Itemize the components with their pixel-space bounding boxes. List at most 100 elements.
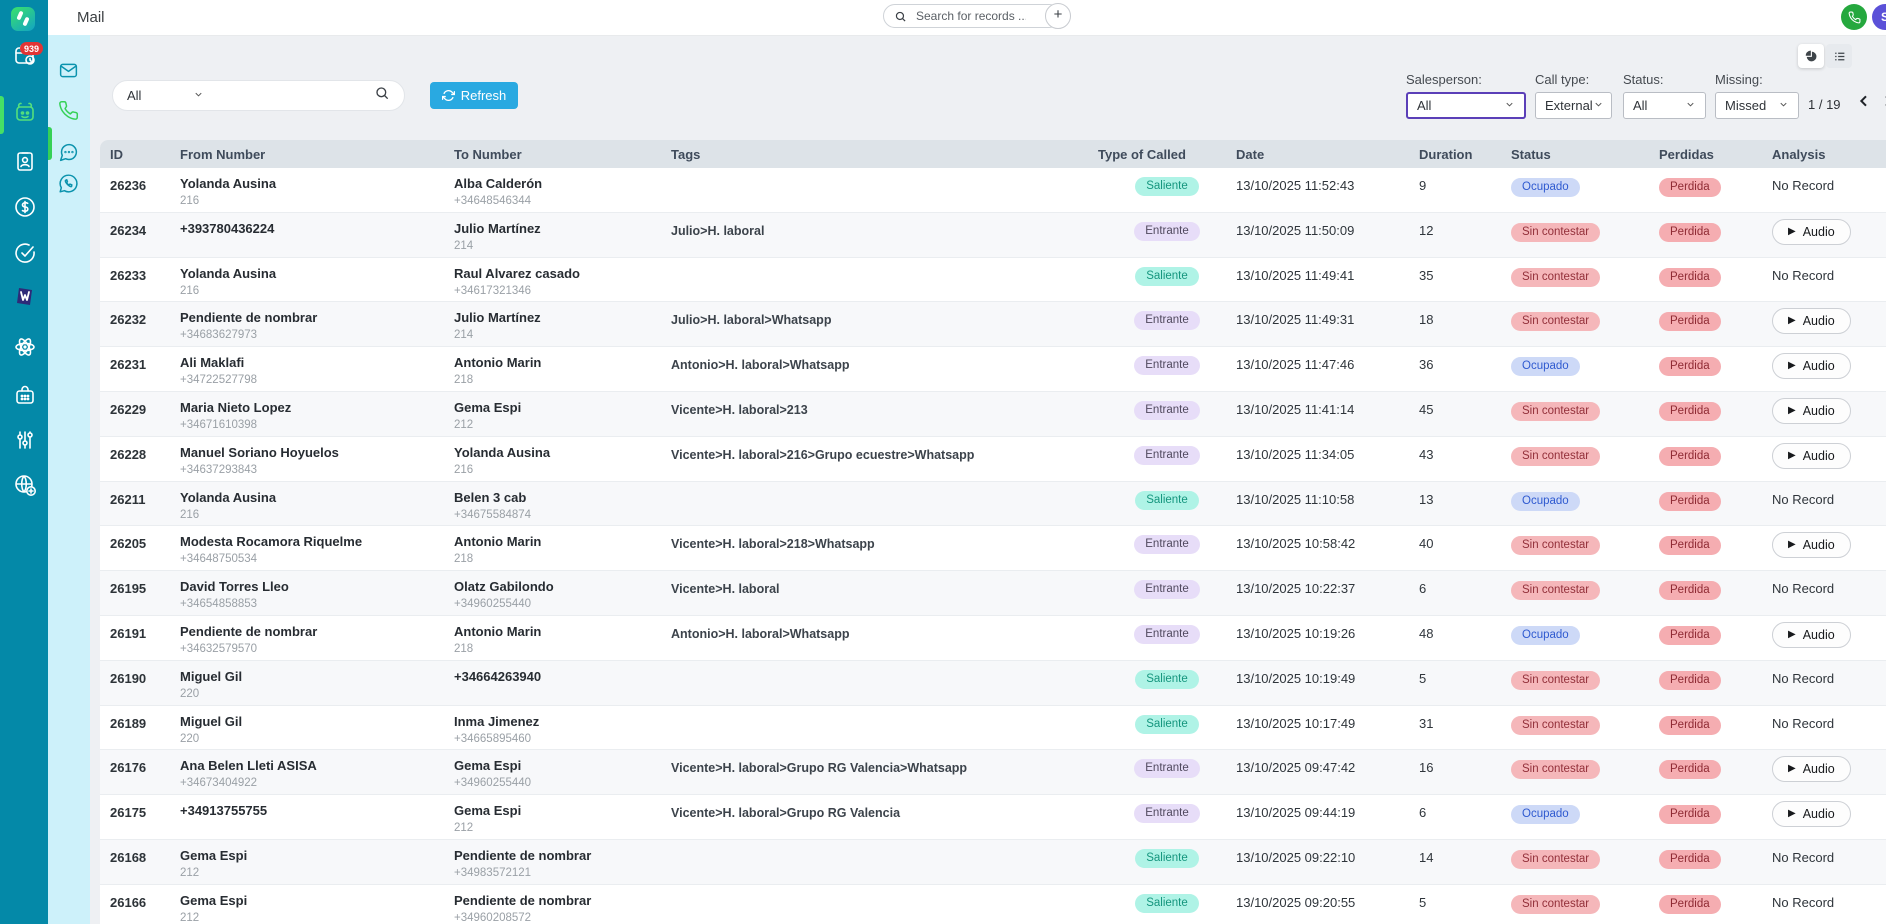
products-case-icon[interactable]: [13, 383, 37, 407]
page-title: Mail: [77, 9, 105, 26]
add-record-button[interactable]: +: [1045, 3, 1071, 29]
call-date: 13/10/2025 11:49:41: [1236, 267, 1355, 283]
audio-label: Audio: [1802, 538, 1835, 553]
table-row[interactable]: 26229 Maria Nieto Lopez +34671610398 Gem…: [100, 391, 1886, 437]
audio-button[interactable]: ▶ Audio: [1772, 218, 1851, 245]
audio-button[interactable]: ▶ Audio: [1772, 756, 1851, 783]
notification-count-badge: 939: [20, 42, 44, 55]
status-badge: Ocupado: [1511, 805, 1580, 825]
tags-text: Julio>H. laboral: [671, 223, 765, 238]
col-header-date: Date: [1236, 146, 1265, 162]
whatsapp-channel-icon[interactable]: [58, 173, 79, 194]
table-row[interactable]: 26190 Miguel Gil 220 +34664263940 Salien…: [100, 660, 1886, 706]
audio-button[interactable]: ▶ Audio: [1772, 353, 1851, 380]
status-badge: Sin contestar: [1511, 267, 1601, 287]
from-number: +34637293843: [180, 463, 258, 476]
next-page-button[interactable]: [1880, 93, 1886, 113]
from-name: Pendiente de nombrar: [180, 310, 318, 326]
user-avatar[interactable]: S: [1872, 4, 1886, 30]
perdida-badge: Perdida: [1659, 715, 1721, 735]
table-row[interactable]: 26191 Pendiente de nombrar +34632579570 …: [100, 615, 1886, 661]
call-date: 13/10/2025 09:44:19: [1236, 805, 1356, 821]
atom-icon[interactable]: [13, 335, 37, 359]
call-date: 13/10/2025 10:17:49: [1236, 715, 1356, 731]
col-header-duration: Duration: [1419, 146, 1473, 162]
tasks-check-icon[interactable]: [13, 241, 37, 265]
list-view-toggle[interactable]: [1826, 44, 1852, 68]
call-type-select[interactable]: External: [1535, 92, 1612, 119]
refresh-button[interactable]: Refresh: [430, 82, 518, 109]
global-search: [883, 4, 1061, 28]
agenda-card-icon[interactable]: [13, 149, 37, 173]
salesperson-select[interactable]: All: [1406, 92, 1526, 119]
status-badge: Sin contestar: [1511, 312, 1601, 332]
call-id: 26236: [110, 178, 147, 193]
tags-text: Antonio>H. laboral>Whatsapp: [671, 358, 850, 373]
tags-text: Vicente>H. laboral: [671, 582, 780, 597]
type-badge: Saliente: [1135, 669, 1199, 689]
audio-button[interactable]: ▶ Audio: [1772, 397, 1851, 424]
call-type-filter: Call type: External: [1535, 72, 1612, 119]
audio-button[interactable]: ▶ Audio: [1772, 801, 1851, 828]
to-name: Pendiente de nombrar: [454, 847, 592, 863]
table-row[interactable]: 26175 +34913755755 Gema Espi 212 Vicente…: [100, 795, 1886, 840]
audio-button[interactable]: ▶ Audio: [1772, 442, 1851, 469]
audio-button[interactable]: ▶ Audio: [1772, 621, 1851, 648]
play-icon: ▶: [1788, 763, 1796, 775]
table-row[interactable]: 26176 Ana Belen Lleti ASISA +34673404922…: [100, 750, 1886, 796]
writer-logo-icon[interactable]: [13, 284, 37, 308]
scope-filter[interactable]: All: [112, 80, 405, 111]
no-record-text: No Record: [1772, 178, 1835, 193]
audio-label: Audio: [1802, 224, 1835, 239]
world-add-icon[interactable]: [13, 473, 37, 497]
col-header-analysis: Analysis: [1772, 146, 1826, 162]
table-row[interactable]: 26166 Gema Espi 212 Pendiente de nombrar…: [100, 884, 1886, 924]
to-number: +34960255440: [454, 777, 532, 790]
table-row[interactable]: 26236 Yolanda Ausina 216 Alba Calderón +…: [100, 168, 1886, 213]
dialer-button[interactable]: [1841, 4, 1867, 30]
mail-channel-icon[interactable]: [58, 60, 79, 81]
audio-button[interactable]: ▶ Audio: [1772, 308, 1851, 335]
from-number: +34648750534: [180, 553, 258, 566]
table-row[interactable]: 26233 Yolanda Ausina 216 Raul Alvarez ca…: [100, 257, 1886, 303]
table-row[interactable]: 26234 +393780436224 Julio Martínez 214 J…: [100, 212, 1886, 258]
from-name: Miguel Gil: [180, 713, 243, 729]
table-header: ID From Number To Number Tags Type of Ca…: [100, 140, 1886, 168]
calls-channel-icon[interactable]: [58, 100, 79, 121]
status-select[interactable]: All: [1623, 92, 1706, 119]
to-number: 216: [454, 463, 474, 476]
table-row[interactable]: 26205 Modesta Rocamora Riquelme +3464875…: [100, 526, 1886, 572]
no-record-text: No Record: [1772, 670, 1835, 686]
missing-select[interactable]: Missed: [1715, 92, 1799, 119]
audio-label: Audio: [1802, 403, 1835, 418]
call-duration: 5: [1419, 670, 1427, 686]
call-type-label: Call type:: [1535, 72, 1590, 87]
table-row[interactable]: 26195 David Torres Lleo +34654858853 Ola…: [100, 571, 1886, 616]
call-date: 13/10/2025 11:47:46: [1236, 357, 1355, 373]
table-row[interactable]: 26189 Miguel Gil 220 Inma Jimenez +34665…: [100, 705, 1886, 751]
type-badge: Saliente: [1135, 266, 1199, 286]
table-row[interactable]: 26211 Yolanda Ausina 216 Belen 3 cab +34…: [100, 481, 1886, 527]
prev-page-button[interactable]: [1856, 93, 1874, 113]
audio-button[interactable]: ▶ Audio: [1772, 532, 1851, 559]
chart-view-toggle[interactable]: [1798, 44, 1824, 68]
search-icon[interactable]: [374, 85, 390, 106]
status-badge: Sin contestar: [1511, 222, 1601, 242]
table-row[interactable]: 26232 Pendiente de nombrar +34683627973 …: [100, 302, 1886, 348]
table-row[interactable]: 26228 Manuel Soriano Hoyuelos +346372938…: [100, 436, 1886, 482]
calls-table: ID From Number To Number Tags Type of Ca…: [100, 140, 1886, 924]
table-row[interactable]: 26168 Gema Espi 212 Pendiente de nombrar…: [100, 839, 1886, 885]
table-row[interactable]: 26231 Ali Maklafi +34722527798 Antonio M…: [100, 347, 1886, 392]
tags-text: Vicente>H. laboral>218>Whatsapp: [671, 537, 875, 552]
chat-channel-icon[interactable]: [58, 142, 79, 163]
billing-dollar-icon[interactable]: [13, 195, 37, 219]
settings-sliders-icon[interactable]: [13, 428, 37, 452]
from-number: 216: [180, 284, 200, 297]
to-name: Olatz Gabilondo: [454, 579, 554, 595]
app-logo-icon[interactable]: [11, 7, 35, 31]
from-number: 212: [180, 866, 200, 879]
no-record-text: No Record: [1772, 715, 1835, 731]
contacts-box-icon[interactable]: [13, 100, 37, 124]
search-input[interactable]: [914, 8, 1028, 24]
type-badge: Entrante: [1134, 311, 1200, 331]
